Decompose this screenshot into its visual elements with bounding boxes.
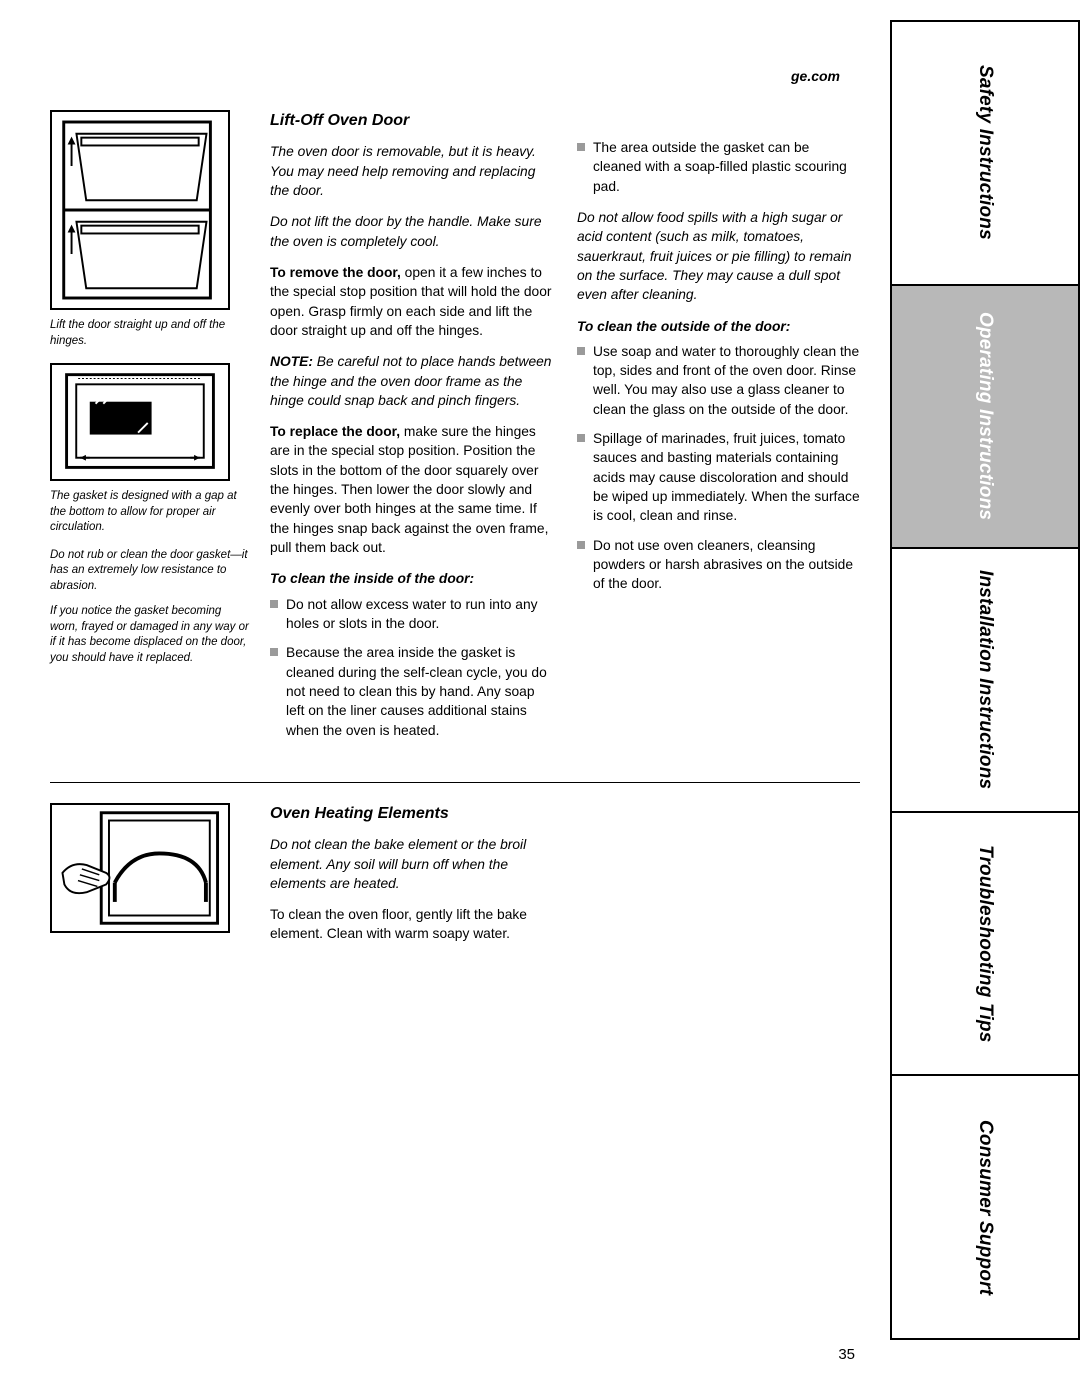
left-column: Lift the door straight up and off the hi…: [50, 110, 250, 752]
s1-p4-rest: Be careful not to place hands between th…: [270, 354, 551, 408]
tab-safety[interactable]: Safety Instructions: [892, 20, 1080, 286]
column-a: Lift-Off Oven Door The oven door is remo…: [270, 110, 553, 752]
tab-installation[interactable]: Installation Instructions: [892, 549, 1080, 813]
tab-label: Safety Instructions: [974, 65, 996, 240]
section-lift-off-door: Lift the door straight up and off the hi…: [50, 110, 860, 752]
s1-p4-lead: NOTE:: [270, 354, 313, 369]
s1-p5-rest: make sure the hinges are in the special …: [270, 424, 548, 555]
s1b-warn: Do not allow food spills with a high sug…: [577, 208, 860, 305]
section-heating-elements: Oven Heating Elements Do not clean the b…: [50, 803, 860, 956]
tab-label: Consumer Support: [974, 1120, 996, 1295]
section-divider: [50, 782, 860, 783]
list-item: Because the area inside the gasket is cl…: [270, 643, 553, 740]
section2-heading: Oven Heating Elements: [270, 803, 553, 825]
column-b2: [577, 803, 860, 956]
s1-p1: The oven door is removable, but it is he…: [270, 142, 553, 200]
list-item: Spillage of marinades, fruit juices, tom…: [577, 429, 860, 526]
page-body: ge.com: [0, 0, 860, 996]
figure2-note2: If you notice the gasket becoming worn, …: [50, 604, 250, 666]
s1-p5-lead: To replace the door,: [270, 424, 400, 439]
figure-heating-element-icon: [50, 803, 230, 933]
tab-label: Operating Instructions: [974, 312, 996, 520]
column-a2: Oven Heating Elements Do not clean the b…: [270, 803, 553, 956]
s2-p1: Do not clean the bake element or the bro…: [270, 835, 553, 893]
page-number: 35: [838, 1346, 855, 1363]
side-tabs: Safety Instructions Operating Instructio…: [890, 20, 1080, 1340]
header-url: ge.com: [791, 68, 840, 84]
left-column-2: [50, 803, 250, 956]
tab-consumer-support[interactable]: Consumer Support: [892, 1076, 1080, 1340]
s1-p4: NOTE: Be careful not to place hands betw…: [270, 352, 553, 410]
list-item: Use soap and water to thoroughly clean t…: [577, 342, 860, 419]
sub-heading-inside: To clean the inside of the door:: [270, 569, 553, 588]
figure1-caption: Lift the door straight up and off the hi…: [50, 318, 250, 349]
content-columns-2: Oven Heating Elements Do not clean the b…: [270, 803, 860, 956]
s1-p3-lead: To remove the door,: [270, 265, 401, 280]
figure2-note1: Do not rub or clean the door gasket—it h…: [50, 548, 250, 595]
inside-list: Do not allow excess water to run into an…: [270, 595, 553, 740]
outside-list: Use soap and water to thoroughly clean t…: [577, 342, 860, 594]
s1-p5: To replace the door, make sure the hinge…: [270, 422, 553, 557]
content-columns: Lift-Off Oven Door The oven door is remo…: [270, 110, 860, 752]
s1-p3: To remove the door, open it a few inches…: [270, 263, 553, 340]
list-item: The area outside the gasket can be clean…: [577, 138, 860, 196]
s1-p2: Do not lift the door by the handle. Make…: [270, 212, 553, 251]
tab-label: Installation Instructions: [974, 570, 996, 789]
section1-heading: Lift-Off Oven Door: [270, 110, 553, 132]
figure-door-lift-icon: [50, 110, 230, 310]
figure-gasket-icon: [50, 363, 230, 481]
figure2-caption: The gasket is designed with a gap at the…: [50, 489, 250, 536]
tab-label: Troubleshooting Tips: [974, 845, 996, 1043]
tab-operating[interactable]: Operating Instructions: [892, 286, 1080, 550]
sub-heading-outside: To clean the outside of the door:: [577, 317, 860, 336]
column-b: The area outside the gasket can be clean…: [577, 110, 860, 752]
list-item: Do not allow excess water to run into an…: [270, 595, 553, 634]
tab-troubleshooting[interactable]: Troubleshooting Tips: [892, 813, 1080, 1077]
s2-p2: To clean the oven floor, gently lift the…: [270, 905, 553, 944]
list-item: Do not use oven cleaners, cleansing powd…: [577, 536, 860, 594]
top-list: The area outside the gasket can be clean…: [577, 138, 860, 196]
